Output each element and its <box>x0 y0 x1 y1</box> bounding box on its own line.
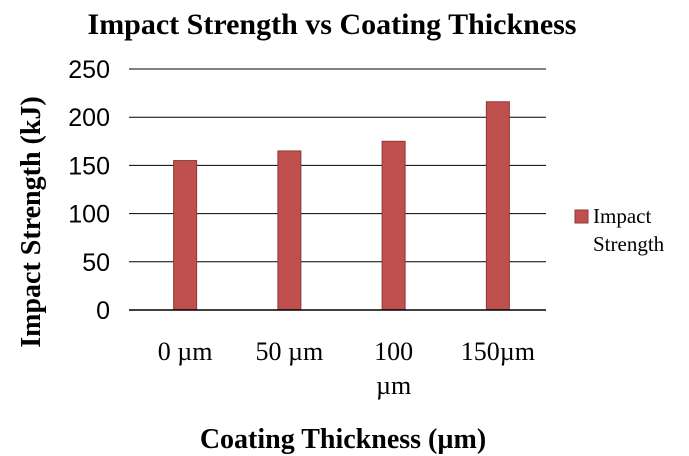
chart-title: Impact Strength vs Coating Thickness <box>88 8 577 41</box>
bar <box>173 160 198 311</box>
x-tick-labels: 0 µm 50 µm 100 µm 150µm <box>158 337 535 400</box>
y-tick-label: 200 <box>68 104 110 132</box>
y-tick-label: 50 <box>82 249 110 277</box>
y-tick-label: 250 <box>68 56 110 84</box>
y-tick-label: 0 <box>96 297 110 325</box>
legend-swatch <box>574 209 589 224</box>
y-tick-labels: 0 50 100 150 200 250 <box>68 56 110 325</box>
bar <box>277 150 302 311</box>
y-tick-label: 100 <box>68 201 110 229</box>
x-tick-label: 150µm <box>461 337 535 366</box>
legend-label: Impact Strength <box>593 204 665 256</box>
bar <box>381 140 406 311</box>
legend: Impact Strength <box>574 204 665 256</box>
x-tick-label: 50 µm <box>256 337 324 366</box>
y-tick-label: 150 <box>68 152 110 180</box>
x-tick-label: 0 µm <box>158 337 213 366</box>
bar <box>485 101 510 311</box>
x-tick-label: 100 µm <box>374 337 413 400</box>
gridlines <box>129 68 546 263</box>
bars <box>173 101 510 311</box>
y-axis-label: Impact Strength (kJ) <box>16 96 47 347</box>
x-axis-label: Coating Thickness (µm) <box>200 424 486 455</box>
